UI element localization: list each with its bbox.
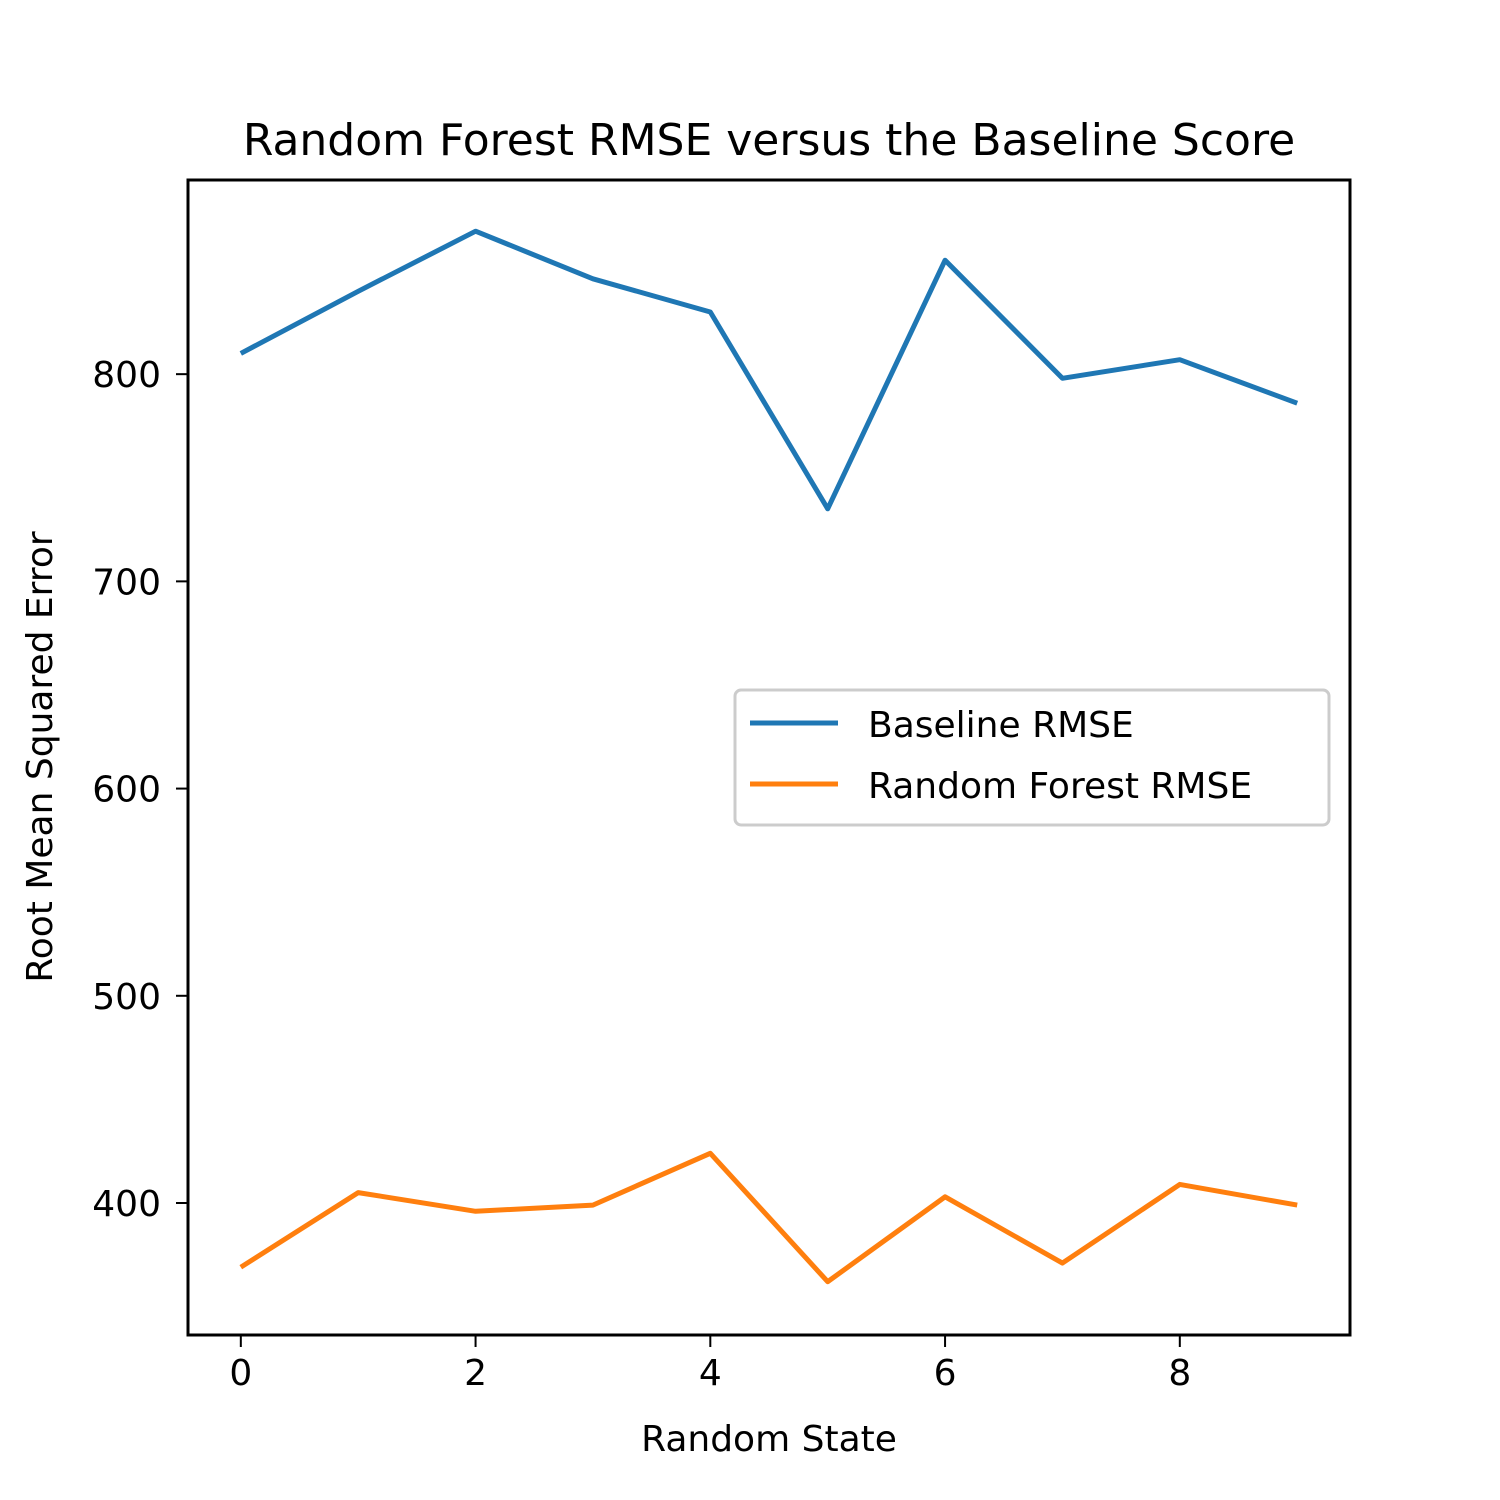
x-axis-label: Random State (641, 1419, 897, 1460)
x-tick-label: 6 (934, 1353, 957, 1394)
legend-box (733, 688, 1331, 827)
x-tick-label: 0 (229, 1353, 252, 1394)
legend-label-random-forest: Random Forest RMSE (868, 766, 1252, 807)
series-line-random-forest-rmse (239, 1150, 1298, 1285)
y-tick-label: 600 (92, 770, 161, 811)
y-tick-label: 500 (92, 977, 161, 1018)
x-tick-label: 2 (464, 1353, 487, 1394)
y-axis-label: Root Mean Squared Error (20, 531, 61, 983)
y-tick-label: 400 (92, 1184, 161, 1225)
y-tick-label: 800 (92, 355, 161, 396)
y-axis: 400 500 600 700 800 (92, 355, 188, 1225)
chart-title: Random Forest RMSE versus the Baseline S… (243, 115, 1295, 166)
legend-label-baseline: Baseline RMSE (868, 705, 1134, 746)
y-tick-label: 700 (92, 562, 161, 603)
x-axis: 0 2 4 6 8 (229, 1335, 1191, 1394)
legend: Baseline RMSE Random Forest RMSE (733, 688, 1331, 827)
series-lines (239, 228, 1299, 1285)
x-tick-label: 8 (1168, 1353, 1191, 1394)
x-tick-label: 4 (699, 1353, 722, 1394)
series-line-baseline-rmse (239, 228, 1299, 512)
